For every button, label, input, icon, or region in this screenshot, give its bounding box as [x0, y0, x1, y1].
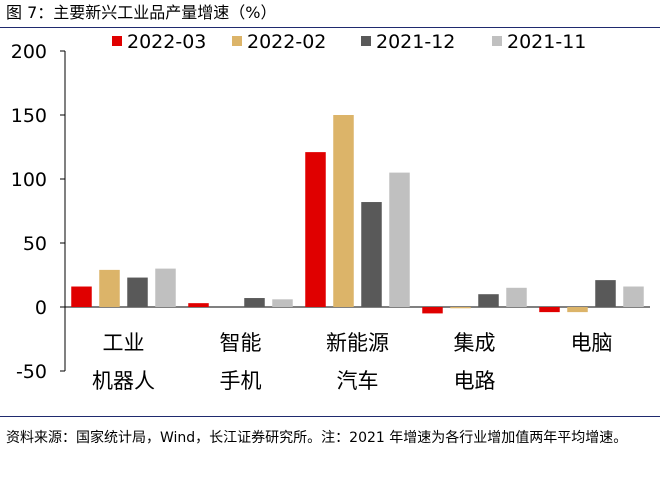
- bar-2021-11: [623, 286, 644, 307]
- bar-2021-11: [272, 299, 293, 307]
- bar-2021-11: [506, 287, 527, 307]
- bar-2022-02: [567, 307, 588, 313]
- legend-swatch: [492, 36, 502, 46]
- bar-2022-02: [333, 115, 354, 307]
- y-tick-label: 150: [11, 105, 47, 127]
- chart-title: 图 7：主要新兴工业品产量增速（%）: [6, 3, 277, 22]
- y-tick-label: 100: [11, 169, 47, 191]
- y-tick-label: 0: [35, 297, 47, 319]
- legend-label: 2022-03: [127, 31, 206, 53]
- category-label: 工业: [103, 331, 145, 355]
- y-tick-label: 50: [23, 233, 47, 255]
- bar-2021-12: [361, 202, 382, 307]
- legend: 2022-03 2022-02 2021-12 2021-11: [112, 31, 586, 53]
- legend-label: 2022-02: [247, 31, 326, 53]
- legend-swatch: [361, 36, 371, 46]
- y-tick-label: -50: [16, 361, 47, 383]
- bar-2021-11: [389, 172, 410, 307]
- category-label: 汽车: [337, 369, 379, 393]
- bar-2022-02: [99, 269, 120, 307]
- title-divider: [0, 27, 660, 28]
- bar-2021-12: [478, 294, 499, 307]
- category-label: 电路: [454, 369, 496, 393]
- bar-2022-03: [422, 307, 443, 314]
- category-label: 手机: [220, 369, 262, 393]
- bar-2021-12: [244, 298, 265, 307]
- legend-swatch: [112, 36, 122, 46]
- footer-divider: [0, 416, 660, 417]
- bar-2022-02: [450, 307, 471, 309]
- legend-label: 2021-12: [376, 31, 455, 53]
- category-label: 集成: [454, 331, 496, 355]
- bar-2022-03: [71, 286, 92, 307]
- bar-2022-03: [188, 303, 209, 307]
- bar-chart: 2022-03 2022-02 2021-12 2021-11 200 150 100 50…: [11, 31, 650, 393]
- source-note: 资料来源：国家统计局，Wind，长江证券研究所。注：2021 年增速为各行业增加…: [6, 430, 628, 446]
- bars: [71, 115, 644, 314]
- category-label: 智能: [220, 331, 262, 355]
- bar-2022-03: [539, 307, 560, 313]
- y-tick-label: 200: [11, 41, 47, 63]
- legend-swatch: [232, 36, 242, 46]
- bar-2021-12: [127, 277, 148, 307]
- category-label: 新能源: [326, 331, 389, 355]
- category-label: 电脑: [571, 331, 613, 355]
- bar-2022-03: [305, 152, 326, 307]
- legend-label: 2021-11: [507, 31, 586, 53]
- bar-2021-12: [595, 280, 616, 307]
- category-label: 机器人: [92, 369, 155, 393]
- bar-2021-11: [155, 268, 176, 307]
